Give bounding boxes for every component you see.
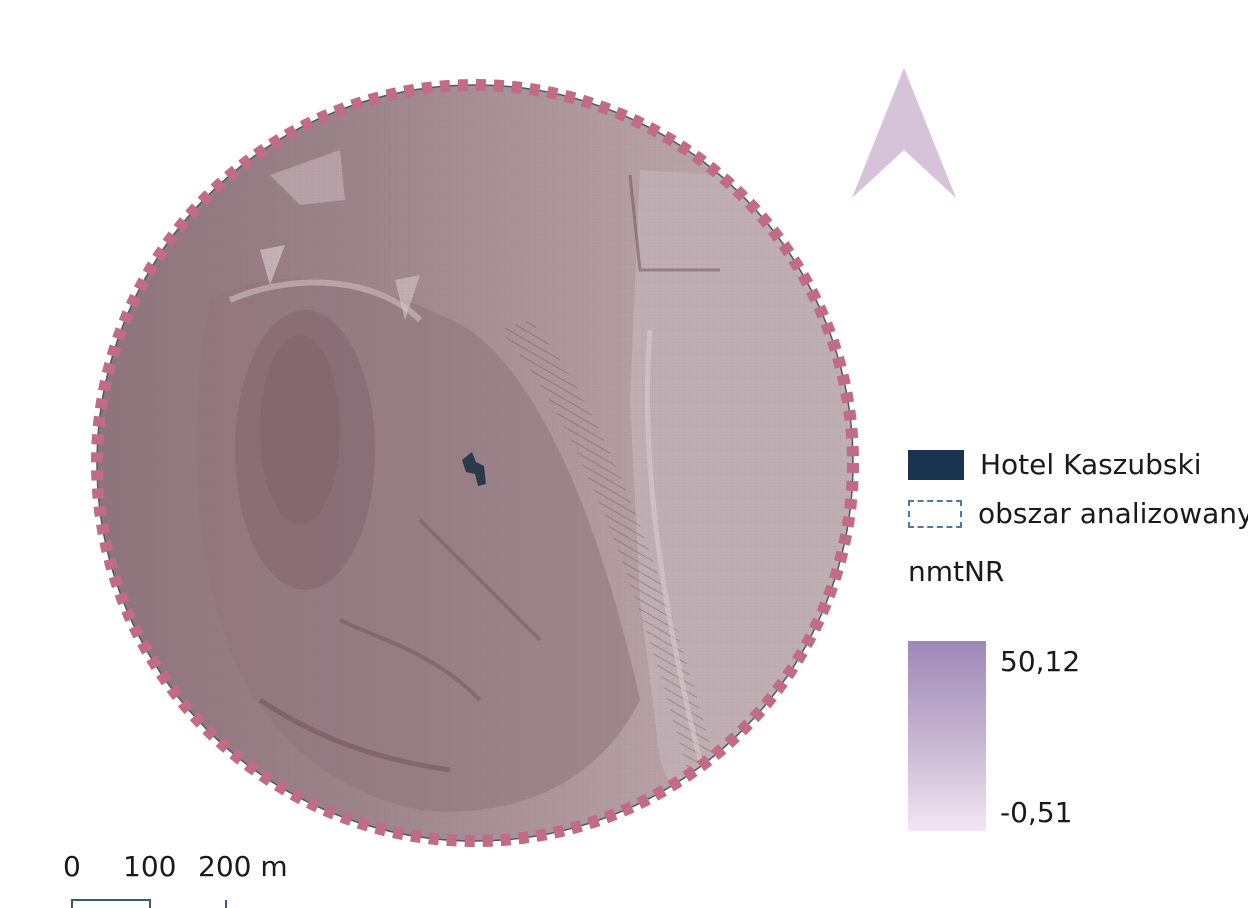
north-arrow-icon: [852, 68, 956, 198]
legend-item-hotel: Hotel Kaszubski: [908, 448, 1201, 481]
scale-label-100: 100: [123, 850, 177, 883]
analysis-area-boundary: [91, 79, 859, 847]
legend-ramp-max: 50,12: [1000, 645, 1081, 678]
legend-item-analysis-area: obszar analizowany: [908, 497, 1248, 530]
scale-label-0: 0: [63, 850, 81, 883]
legend-label-hotel: Hotel Kaszubski: [980, 448, 1202, 481]
legend-ramp-min: -0,51: [1000, 796, 1073, 829]
legend-label-analysis-area: obszar analizowany: [978, 497, 1248, 530]
scale-bar-graphic: [71, 899, 227, 908]
legend-raster-title: nmtNR: [908, 555, 1005, 588]
hotel-kaszubski-footprint: [462, 452, 486, 486]
legend-swatch-hotel: [908, 449, 964, 480]
legend-color-ramp: [908, 641, 986, 831]
scale-label-200m: 200 m: [198, 850, 288, 883]
legend-swatch-analysis-area: [908, 499, 962, 528]
